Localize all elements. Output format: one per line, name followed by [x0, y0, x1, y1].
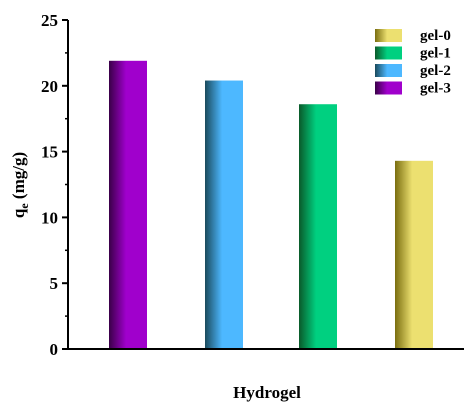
legend-swatch-gel-3 — [375, 81, 402, 95]
legend-label-gel-0: gel-0 — [420, 28, 451, 44]
ticks-layer: 0 5 10 15 20 25 — [41, 11, 68, 359]
legend-swatch-gel-1 — [375, 46, 402, 60]
legend-label-gel-2: gel-2 — [420, 63, 451, 79]
y-tick-label: 25 — [41, 11, 58, 30]
x-axis-title: Hydrogel — [233, 383, 301, 402]
legend-label-gel-1: gel-1 — [420, 46, 451, 62]
y-axis-title-main: q — [9, 208, 28, 218]
y-tick-label: 15 — [41, 143, 58, 162]
legend-swatch-gel-0 — [375, 29, 402, 42]
bar-gel-3 — [109, 60, 147, 350]
y-tick-label: 10 — [41, 208, 58, 227]
y-axis-title: qe (mg/g) — [9, 152, 31, 218]
bars-layer — [109, 60, 433, 350]
bar-gel-0 — [395, 160, 433, 349]
bar-gel-1 — [299, 104, 337, 349]
legend-label-gel-3: gel-3 — [420, 81, 451, 97]
y-tick-label: 5 — [50, 274, 59, 293]
y-axis-title-subscript: e — [17, 203, 31, 209]
legend-swatch-gel-2 — [375, 64, 402, 77]
bar-gel-2 — [205, 80, 243, 349]
y-tick-label: 0 — [50, 340, 59, 359]
y-tick-label: 20 — [41, 77, 58, 96]
y-axis-title-unit: (mg/g) — [9, 152, 28, 203]
